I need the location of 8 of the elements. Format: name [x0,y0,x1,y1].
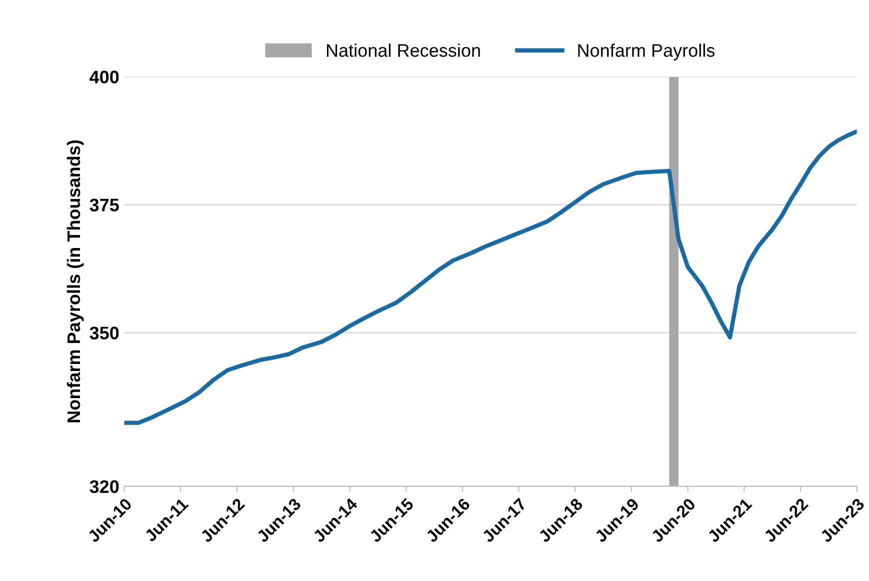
legend-label: Nonfarm Payrolls [578,44,715,60]
y-tick-label: 375 [90,198,119,212]
y-tick-label: 350 [90,326,119,340]
line-series [124,129,857,425]
y-tick-label: 320 [90,480,119,494]
legend-label: National Recession [326,44,480,57]
y-axis-title: Nonfarm Payrolls (in Thousands) [66,140,84,422]
y-tick-label: 400 [90,70,119,84]
